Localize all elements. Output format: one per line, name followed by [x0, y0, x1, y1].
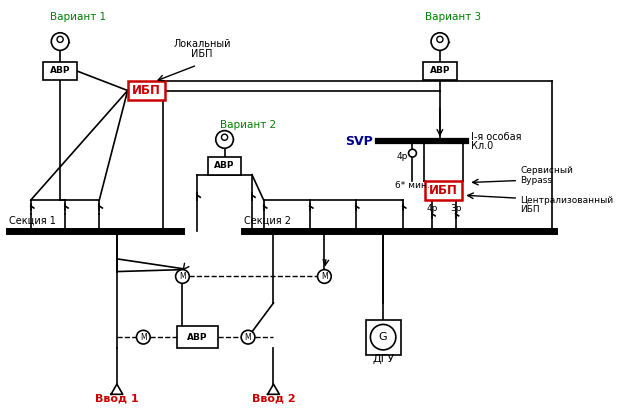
Circle shape: [51, 33, 69, 50]
Text: АВР: АВР: [50, 66, 70, 75]
Bar: [208, 157, 241, 175]
Text: Секция 1: Секция 1: [10, 215, 56, 226]
Text: Сервисный: Сервисный: [520, 166, 573, 175]
Circle shape: [431, 33, 449, 50]
Text: ИБП: ИБП: [132, 84, 161, 97]
Text: 4р: 4р: [426, 204, 438, 213]
Text: G: G: [379, 332, 387, 342]
Text: 3р: 3р: [450, 204, 461, 213]
Text: SVP: SVP: [345, 135, 373, 148]
Text: Централизованный: Централизованный: [520, 196, 613, 205]
Bar: [177, 326, 218, 348]
Circle shape: [216, 131, 234, 148]
Circle shape: [176, 269, 189, 283]
Circle shape: [137, 330, 150, 344]
Text: М: М: [244, 332, 251, 342]
Text: ИБП: ИБП: [429, 184, 458, 197]
Bar: [366, 320, 401, 355]
Bar: [128, 81, 165, 100]
Text: АВР: АВР: [214, 162, 235, 171]
Text: Ввод 1: Ввод 1: [95, 394, 138, 404]
Bar: [43, 62, 77, 80]
Text: АВР: АВР: [430, 66, 450, 75]
Text: I-я особая: I-я особая: [471, 131, 522, 141]
Text: Вариант 3: Вариант 3: [425, 12, 481, 22]
Text: ИБП: ИБП: [520, 206, 540, 214]
Text: М: М: [321, 272, 328, 281]
Circle shape: [241, 330, 255, 344]
Circle shape: [57, 36, 64, 42]
Text: 6* мин.: 6* мин.: [395, 181, 430, 190]
Text: Bypass: Bypass: [520, 176, 552, 185]
Text: Ввод 2: Ввод 2: [251, 394, 295, 404]
Text: М: М: [140, 332, 147, 342]
Text: Вариант 2: Вариант 2: [220, 120, 276, 130]
Circle shape: [408, 149, 417, 157]
Bar: [424, 62, 457, 80]
Circle shape: [222, 134, 227, 140]
Bar: [425, 180, 462, 200]
Circle shape: [370, 324, 396, 350]
Text: АВР: АВР: [187, 332, 208, 342]
Text: ДГУ: ДГУ: [372, 353, 394, 364]
Text: 4р: 4р: [396, 152, 408, 161]
Circle shape: [437, 36, 443, 42]
Text: ИБП: ИБП: [191, 49, 213, 59]
Circle shape: [318, 269, 331, 283]
Text: М: М: [179, 272, 186, 281]
Text: Вариант 1: Вариант 1: [50, 12, 107, 22]
Text: Локальный: Локальный: [173, 39, 231, 49]
Text: Кл.0: Кл.0: [471, 141, 493, 151]
Text: Секция 2: Секция 2: [244, 215, 291, 226]
